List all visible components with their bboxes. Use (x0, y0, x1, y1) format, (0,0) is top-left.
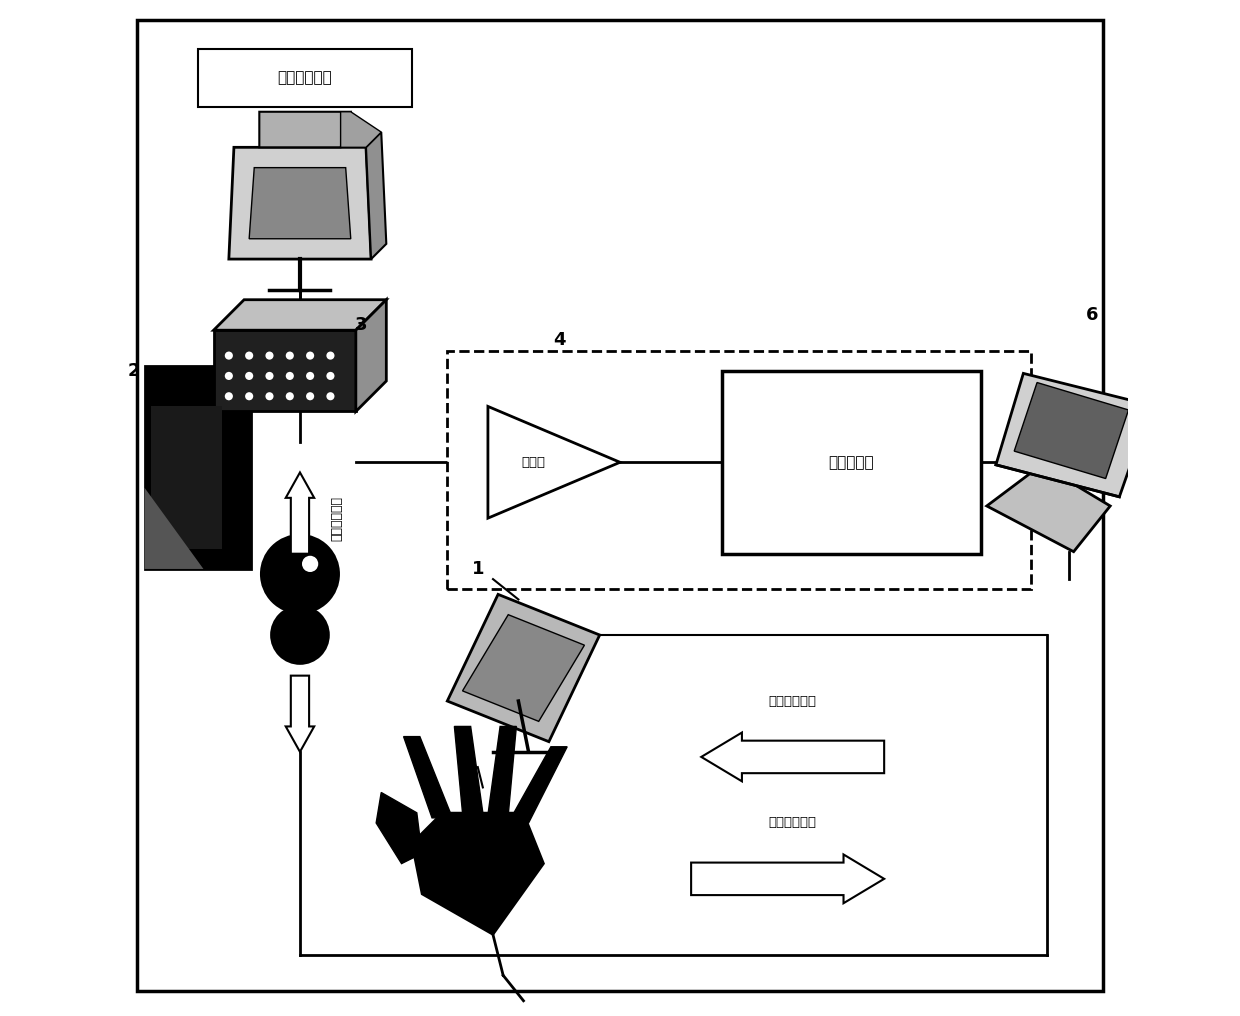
Circle shape (224, 392, 233, 400)
Circle shape (285, 392, 294, 400)
Polygon shape (249, 168, 351, 239)
FancyArrow shape (691, 854, 884, 903)
Bar (448, 351, 1032, 589)
Circle shape (285, 372, 294, 380)
Circle shape (306, 392, 314, 400)
FancyArrow shape (285, 472, 314, 554)
Circle shape (224, 372, 233, 380)
Circle shape (306, 352, 314, 360)
Polygon shape (996, 373, 1152, 497)
Polygon shape (213, 330, 356, 411)
Circle shape (224, 352, 233, 360)
Text: 6: 6 (1086, 306, 1099, 324)
Polygon shape (1014, 383, 1128, 479)
Bar (198, 49, 412, 107)
Bar (722, 371, 981, 554)
Text: 信号处理器: 信号处理器 (828, 455, 874, 469)
Circle shape (285, 352, 294, 360)
Circle shape (326, 352, 335, 360)
Circle shape (246, 372, 253, 380)
Polygon shape (463, 615, 584, 721)
Text: 2: 2 (128, 362, 140, 380)
Polygon shape (454, 726, 482, 813)
Polygon shape (145, 488, 203, 569)
Polygon shape (403, 737, 453, 818)
FancyArrow shape (702, 733, 884, 781)
Circle shape (265, 352, 274, 360)
Text: 1: 1 (471, 560, 484, 578)
Circle shape (246, 392, 253, 400)
Polygon shape (356, 300, 387, 411)
Polygon shape (259, 112, 351, 147)
Polygon shape (487, 406, 620, 518)
Polygon shape (366, 132, 387, 259)
Text: 医院记录系统: 医院记录系统 (278, 70, 332, 85)
Bar (150, 406, 222, 549)
Circle shape (265, 372, 274, 380)
Polygon shape (487, 726, 516, 815)
Polygon shape (376, 792, 422, 864)
Polygon shape (341, 112, 381, 147)
Polygon shape (412, 813, 544, 935)
Text: 终端控制显示: 终端控制显示 (769, 695, 817, 707)
Polygon shape (987, 465, 1110, 552)
Text: 4: 4 (553, 331, 565, 350)
Circle shape (265, 392, 274, 400)
Text: 放大器: 放大器 (522, 456, 546, 468)
Text: 手部运动信号: 手部运动信号 (769, 817, 817, 829)
Text: 5: 5 (461, 748, 474, 766)
Polygon shape (448, 594, 600, 742)
Text: 3: 3 (355, 316, 367, 334)
Polygon shape (213, 300, 387, 330)
Circle shape (306, 372, 314, 380)
FancyArrow shape (285, 676, 314, 752)
Polygon shape (508, 747, 567, 823)
Circle shape (246, 352, 253, 360)
Circle shape (326, 392, 335, 400)
Circle shape (262, 535, 339, 613)
Text: 皮层脑电信号: 皮层脑电信号 (330, 496, 343, 541)
Polygon shape (229, 147, 371, 259)
Bar (145, 366, 252, 569)
Circle shape (326, 372, 335, 380)
Circle shape (303, 556, 319, 572)
Circle shape (272, 607, 329, 663)
